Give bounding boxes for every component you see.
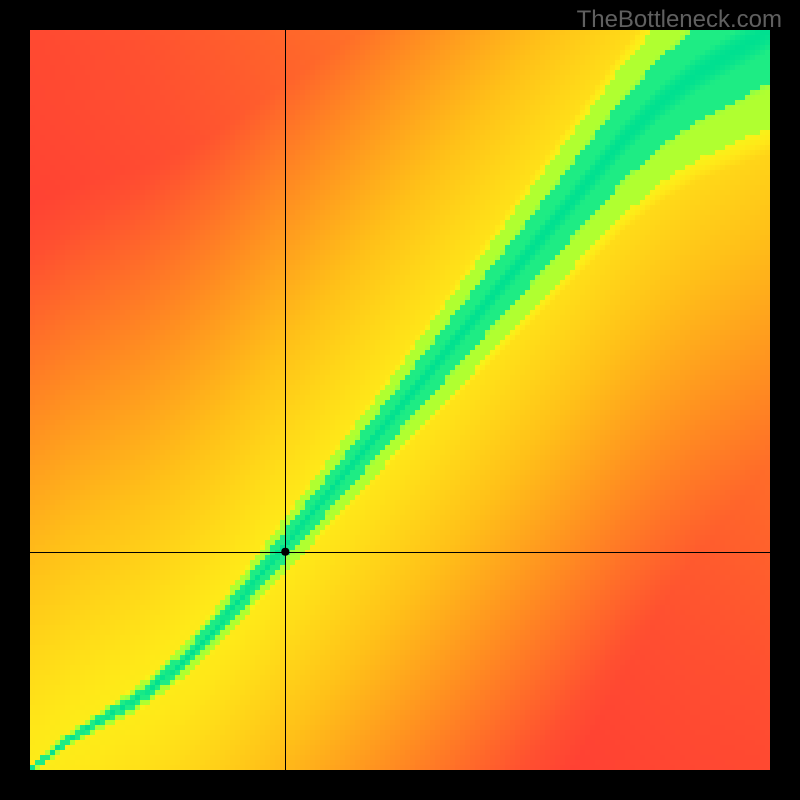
watermark-text: TheBottleneck.com: [577, 6, 782, 34]
overlay-canvas: [30, 30, 770, 770]
chart-container: TheBottleneck.com: [0, 0, 800, 800]
plot-area: [30, 30, 770, 770]
